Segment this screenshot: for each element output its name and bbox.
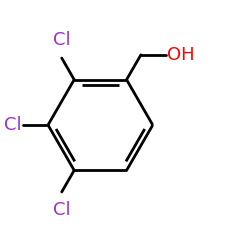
Text: Cl: Cl [53, 201, 70, 219]
Text: Cl: Cl [4, 116, 22, 134]
Text: OH: OH [167, 46, 195, 64]
Text: Cl: Cl [53, 31, 70, 49]
